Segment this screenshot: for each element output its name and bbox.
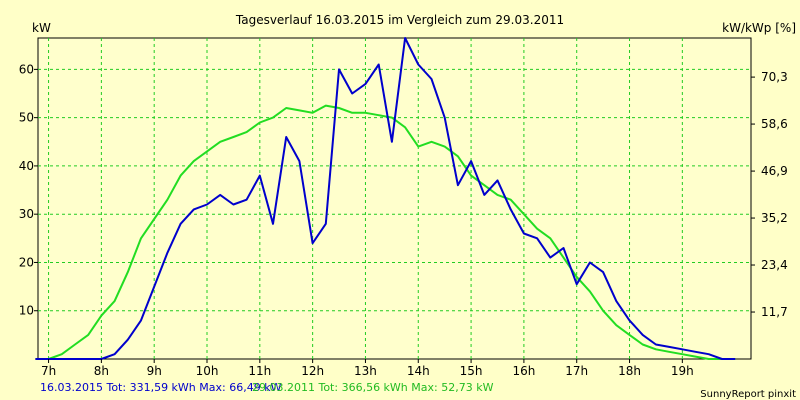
plot-area xyxy=(37,37,752,360)
x-tick-label: 14h xyxy=(407,364,430,378)
y-axis-right-label: kW/kWp [%] xyxy=(722,21,796,35)
y-right-tick-label: 35,2 xyxy=(761,211,788,225)
x-tick-label: 7h xyxy=(41,364,56,378)
x-tick-label: 19h xyxy=(671,364,694,378)
footer-credit: SunnyReport pinxit xyxy=(700,389,796,400)
x-tick-label: 15h xyxy=(460,364,483,378)
ticks-layer: 7h 8h 9h 10h 11h 12h 13h 14h 15h 16h 17h 18h 19h 10 20… xyxy=(19,62,788,378)
y-axis-left-label: kW xyxy=(32,21,51,35)
series-line-29-03-2011 xyxy=(35,104,736,360)
y-right-tick-label: 11,7 xyxy=(761,305,788,319)
y-right-tick-label: 58,6 xyxy=(761,117,788,131)
x-tick-label: 11h xyxy=(248,364,271,378)
footer-series-1-summary: 16.03.2015 Tot: 331,59 kWh Max: 66,49 kW xyxy=(40,381,282,394)
x-tick-label: 12h xyxy=(301,364,324,378)
y-left-tick-label: 20 xyxy=(19,255,34,269)
y-left-tick-label: 60 xyxy=(19,62,34,76)
grid xyxy=(38,38,751,359)
y-left-tick-label: 30 xyxy=(19,207,34,221)
y-left-tick-label: 40 xyxy=(19,159,34,173)
y-right-tick-label: 46,9 xyxy=(761,164,788,178)
y-right-tick-label: 70,3 xyxy=(761,70,788,84)
x-tick-label: 10h xyxy=(196,364,219,378)
y-right-tick-label: 23,4 xyxy=(761,258,788,272)
x-tick-label: 18h xyxy=(618,364,641,378)
x-tick-label: 8h xyxy=(94,364,109,378)
y-left-tick-label: 50 xyxy=(19,111,34,125)
x-tick-label: 13h xyxy=(354,364,377,378)
series-line-16-03-2015 xyxy=(35,37,736,360)
series-layer xyxy=(35,37,736,360)
footer-series-2-summary: 29.03.2011 Tot: 366,56 kWh Max: 52,73 kW xyxy=(252,381,494,394)
x-tick-label: 16h xyxy=(512,364,535,378)
y-left-tick-label: 10 xyxy=(19,304,34,318)
x-tick-label: 9h xyxy=(147,364,162,378)
x-tick-label: 17h xyxy=(565,364,588,378)
chart-title: Tagesverlauf 16.03.2015 im Vergleich zum… xyxy=(235,13,564,27)
